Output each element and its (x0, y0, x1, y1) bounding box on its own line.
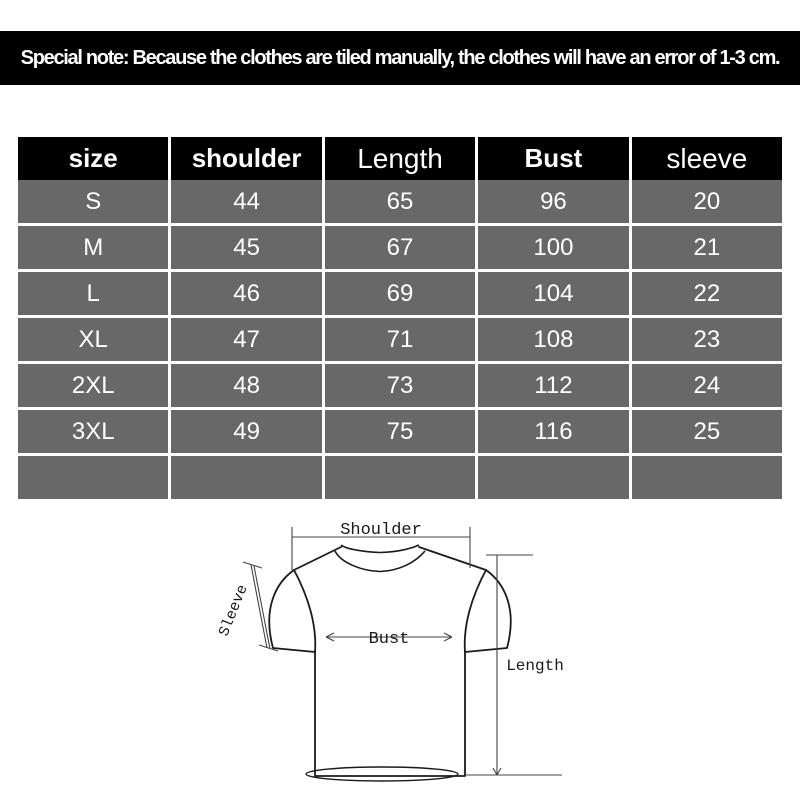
svg-text:Length: Length (506, 657, 564, 675)
svg-text:Sleeve: Sleeve (216, 582, 252, 638)
svg-text:Bust: Bust (369, 630, 410, 649)
svg-text:Shoulder: Shoulder (340, 521, 422, 540)
